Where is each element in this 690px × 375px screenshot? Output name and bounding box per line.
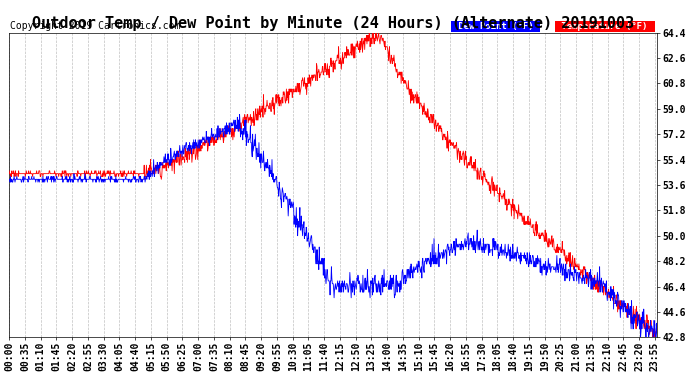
Title: Outdoor Temp / Dew Point by Minute (24 Hours) (Alternate) 20191003: Outdoor Temp / Dew Point by Minute (24 H… bbox=[32, 15, 634, 32]
Text: Copyright 2019 Cartronics.com: Copyright 2019 Cartronics.com bbox=[10, 21, 180, 31]
Text: Temperature (°F): Temperature (°F) bbox=[556, 22, 653, 31]
Text: Dew Point (°F): Dew Point (°F) bbox=[453, 22, 539, 31]
